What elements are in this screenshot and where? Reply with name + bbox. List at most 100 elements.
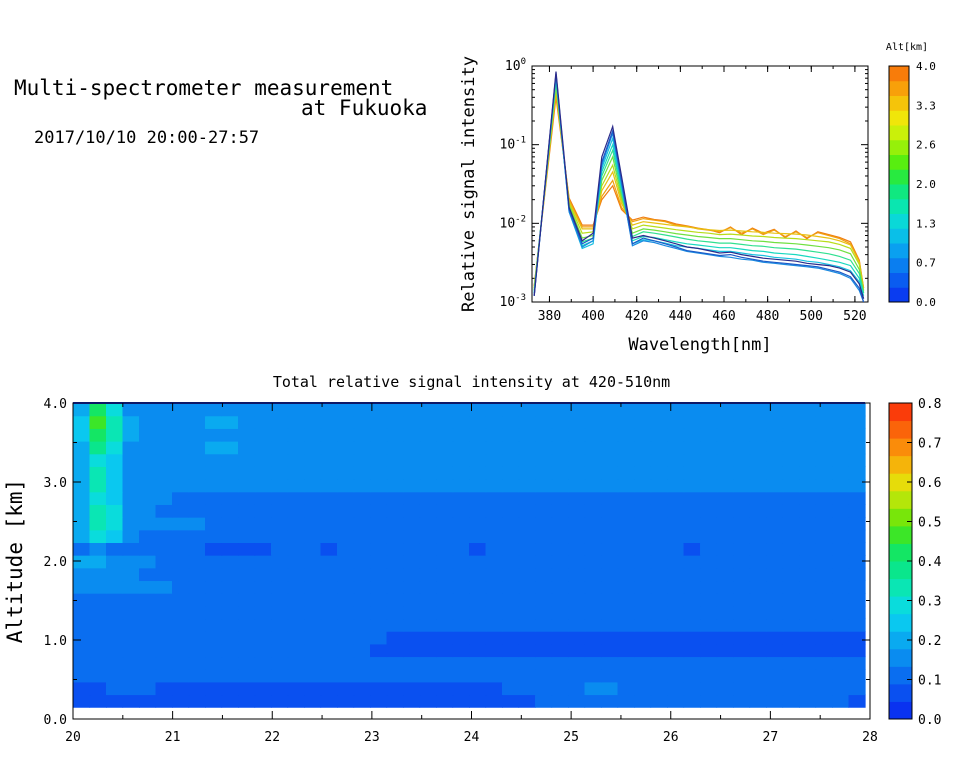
heatmap-cell (469, 669, 487, 683)
heatmap-cell (221, 567, 239, 582)
heatmap-cell (188, 453, 206, 467)
heatmap-cell (386, 656, 404, 670)
heatmap-cell (700, 415, 718, 429)
altitude-colorbar-swatch (889, 213, 909, 229)
heatmap-cell (700, 593, 718, 607)
heatmap-cell (683, 681, 701, 696)
heatmap-cell (271, 593, 289, 607)
heatmap-cell (287, 681, 305, 696)
heatmap-cell (221, 593, 239, 607)
heatmap-cell (419, 466, 437, 480)
heatmap-cell (733, 479, 751, 493)
heatmap-cell (848, 643, 866, 658)
heatmap-cell (370, 529, 388, 544)
heatmap-cell (733, 441, 751, 455)
heatmap-cell (766, 403, 784, 417)
heatmap-x-tick-label: 25 (563, 730, 579, 745)
heatmap-cell (73, 453, 91, 467)
heatmap-cell (238, 529, 256, 544)
spectrum-x-tick-label: 420 (625, 309, 648, 324)
heatmap-cell (799, 555, 817, 569)
heatmap-cell (139, 605, 157, 620)
heatmap-cell (106, 631, 124, 645)
heatmap-cell (172, 694, 190, 708)
heatmap-cell (634, 491, 652, 505)
heatmap-cell (584, 593, 602, 607)
heatmap-cell (469, 441, 487, 455)
heatmap-cell (304, 517, 322, 531)
heatmap-cell (650, 403, 668, 417)
heatmap-cell (485, 656, 503, 670)
heatmap-cell (617, 694, 635, 708)
heatmap-cell (617, 479, 635, 493)
heatmap-cell (205, 504, 223, 518)
heatmap-cell (254, 517, 272, 531)
heatmap-cell (700, 504, 718, 518)
heatmap-cell (89, 656, 107, 670)
heatmap-cell (749, 479, 767, 493)
heatmap-cell (403, 491, 421, 505)
heatmap-cell (568, 441, 586, 455)
heatmap-cell (188, 466, 206, 480)
heatmap-cell (205, 555, 223, 569)
heatmap-cell (535, 694, 553, 708)
heatmap-cell (436, 441, 454, 455)
heatmap-cell (799, 605, 817, 620)
heatmap-cell (749, 403, 767, 417)
heatmap-cell (601, 618, 619, 632)
heatmap-cell (568, 555, 586, 569)
heatmap-cell (122, 555, 140, 569)
heatmap-cell (106, 415, 124, 429)
heatmap-cell (155, 567, 173, 582)
heatmap-cell (634, 403, 652, 417)
heatmap-cell (848, 555, 866, 569)
heatmap-cell (419, 441, 437, 455)
heatmap-cell (370, 681, 388, 696)
heatmap-cell (172, 529, 190, 544)
heatmap-cell (634, 542, 652, 556)
heatmap-cell (304, 542, 322, 556)
heatmap-cell (634, 669, 652, 683)
heatmap-cell (452, 656, 470, 670)
heatmap-cell (485, 403, 503, 417)
heatmap-cell (683, 580, 701, 594)
heatmap-cell (535, 415, 553, 429)
heatmap-x-tick-label: 20 (65, 730, 81, 745)
heatmap-cell (634, 466, 652, 480)
heatmap-cell (485, 580, 503, 594)
heatmap-cell (617, 428, 635, 442)
heatmap-cell (370, 415, 388, 429)
heatmap-cell (766, 669, 784, 683)
heatmap-cell (304, 479, 322, 493)
heatmap-cell (733, 517, 751, 531)
heatmap-cell (502, 580, 520, 594)
heatmap-cell (188, 567, 206, 582)
heatmap-cell (436, 415, 454, 429)
heatmap-cell (172, 517, 190, 531)
intensity-colorbar-label: 0.8 (918, 397, 941, 412)
heatmap-cell (782, 517, 800, 531)
heatmap-cell (320, 428, 338, 442)
heatmap-cell (205, 428, 223, 442)
heatmap-cell (238, 694, 256, 708)
heatmap-cell (848, 631, 866, 645)
intensity-colorbar-swatch (889, 455, 912, 474)
heatmap-cell (386, 428, 404, 442)
heatmap-cell (568, 593, 586, 607)
heatmap-cell (370, 618, 388, 632)
heatmap-cell (320, 529, 338, 544)
heatmap-cell (815, 428, 833, 442)
heatmap-cell (502, 593, 520, 607)
heatmap-cell (782, 567, 800, 582)
heatmap-cell (650, 567, 668, 582)
heatmap-cell (254, 479, 272, 493)
intensity-colorbar: 0.8 0.7 0.6 0.5 0.4 0.3 0.2 0.1 0.0 (888, 397, 942, 728)
heatmap-cell (73, 504, 91, 518)
heatmap-cell (139, 441, 157, 455)
heatmap-cell (139, 517, 157, 531)
heatmap-cell (535, 605, 553, 620)
heatmap-cell (485, 453, 503, 467)
heatmap-cell (353, 669, 371, 683)
heatmap-cell (650, 605, 668, 620)
heatmap-cell (122, 631, 140, 645)
